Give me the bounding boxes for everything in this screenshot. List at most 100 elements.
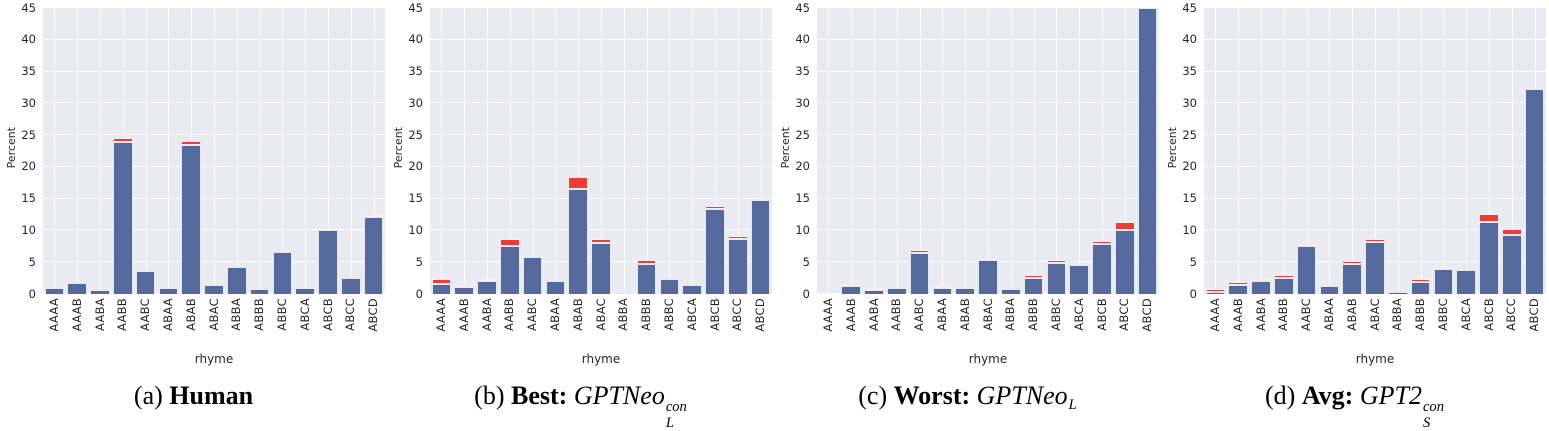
- bar-aaab: [67, 8, 87, 294]
- y-tick-label: 45: [1182, 0, 1197, 15]
- gridline-vertical: [828, 8, 830, 294]
- bar-top-segment: [1228, 281, 1248, 286]
- caption-index: (a): [133, 381, 170, 410]
- y-tick-label: 40: [408, 32, 423, 47]
- y-tick-label: 15: [1182, 191, 1197, 206]
- x-tick-label-abaa: ABAA: [934, 298, 949, 332]
- caption-model-subscript: L: [1068, 397, 1077, 414]
- bar-abaa: [1319, 8, 1340, 294]
- gridline-vertical: [1329, 8, 1331, 294]
- gridline-vertical: [464, 8, 466, 294]
- x-tick-label-abbb: ABBB: [252, 298, 267, 331]
- x-tick-label-abcd: ABCD: [753, 298, 768, 332]
- y-tick-label: 5: [1189, 254, 1197, 269]
- bar-abab: [1342, 8, 1362, 294]
- gridline-vertical: [328, 8, 329, 294]
- bar-primary-segment: [636, 263, 657, 294]
- x-tick-label-aabb: AABB: [115, 298, 130, 332]
- bar-top-segment: [1433, 267, 1454, 270]
- y-tick-label: 0: [415, 286, 423, 301]
- x-tick-label-aabb: AABB: [889, 298, 904, 332]
- gridline-vertical: [168, 8, 170, 294]
- bar-aaab: [841, 8, 861, 294]
- x-tick-label-abab: ABAB: [183, 298, 198, 331]
- bar-abcb: [1092, 8, 1112, 294]
- x-axis-label: rhyme: [1355, 352, 1395, 366]
- bar-primary-segment: [864, 290, 884, 294]
- y-tick-label: 15: [21, 191, 36, 206]
- x-tick-label-abcd: ABCD: [1527, 298, 1542, 332]
- x-tick-label-abcb: ABCB: [707, 298, 722, 331]
- bar-abab: [955, 8, 975, 294]
- bar-abca: [1069, 8, 1089, 294]
- y-tick-label: 25: [1182, 127, 1197, 142]
- x-tick-label-aaaa: AAAA: [1207, 298, 1222, 332]
- y-tick-label: 25: [21, 127, 36, 142]
- bar-aabb: [887, 8, 907, 294]
- x-tick-label-abbb: ABBB: [1413, 298, 1428, 331]
- chart-panel-c: Percent 0 5 10 15 20 25 30 35 40 45 AAAA AAAB AABA AAB…: [774, 0, 1161, 426]
- bar-primary-segment: [113, 141, 133, 294]
- x-tick-label-aaba: AABA: [1253, 298, 1268, 332]
- bar-primary-segment: [1115, 230, 1135, 294]
- gridline-vertical: [1420, 8, 1422, 294]
- x-tick-label-aaab: AAAB: [69, 298, 84, 332]
- gridline-vertical: [214, 8, 215, 294]
- bar-top-segment: [1502, 228, 1522, 235]
- gridline-vertical: [1238, 8, 1240, 294]
- bar-top-segment: [1365, 238, 1385, 242]
- plot-area: [1204, 7, 1546, 294]
- x-tick-label-abbc: ABBC: [1048, 298, 1063, 331]
- caption-label: Best:: [510, 381, 568, 410]
- gridline-vertical: [1511, 8, 1513, 294]
- bar-abcc: [1502, 8, 1522, 294]
- chart-panel-a: Percent 0 5 10 15 20 25 30 35 40 45 AAAA AAAB AABA AAB…: [0, 0, 387, 426]
- bar-primary-segment: [90, 289, 110, 294]
- y-tick-label: 20: [21, 159, 36, 174]
- bar-primary-segment: [1388, 292, 1408, 294]
- bar-primary-segment: [591, 243, 611, 294]
- bar-aabb: [1274, 8, 1294, 294]
- x-tick-label-aabb: AABB: [502, 298, 517, 332]
- bar-abcd: [750, 8, 771, 294]
- y-tick-label: 30: [21, 95, 36, 110]
- caption-model-name: GPT2 con S: [1359, 381, 1444, 431]
- caption-b: (b) Best: GPTNeo con L: [387, 381, 774, 431]
- bar-abbc: [272, 8, 293, 294]
- bar-abac: [978, 8, 998, 294]
- bar-primary-segment: [1319, 286, 1340, 294]
- x-tick-label-abac: ABAC: [1367, 298, 1382, 331]
- gridline-vertical: [1056, 8, 1058, 294]
- bar-abaa: [158, 8, 179, 294]
- gridline-vertical: [1033, 8, 1035, 294]
- bar-aabb: [113, 8, 133, 294]
- bar-abca: [295, 8, 315, 294]
- y-tick-label: 5: [415, 254, 423, 269]
- bar-primary-segment: [841, 285, 861, 294]
- bar-abbb: [636, 8, 657, 294]
- gridline-vertical: [1124, 8, 1126, 294]
- x-tick-label-abba: ABBA: [616, 298, 631, 331]
- caption-index: (d): [1265, 381, 1302, 410]
- plot-area: [430, 7, 772, 294]
- bar-abba: [227, 8, 247, 294]
- caption-model-supsub: con L: [666, 399, 687, 431]
- y-tick-label: 5: [28, 254, 36, 269]
- bar-primary-segment: [659, 279, 680, 294]
- y-tick-label: 20: [1182, 159, 1197, 174]
- y-tick-label: 45: [408, 0, 423, 15]
- bar-top-segment: [864, 288, 884, 291]
- bar-abbb: [1410, 8, 1431, 294]
- gridline-vertical: [1261, 8, 1262, 294]
- bar-abca: [1456, 8, 1476, 294]
- x-tick-label-abcb: ABCB: [320, 298, 335, 331]
- y-tick-label: 30: [408, 95, 423, 110]
- bar-primary-segment: [978, 259, 998, 294]
- x-tick-label-abbc: ABBC: [274, 298, 289, 331]
- y-tick-label: 30: [1182, 95, 1197, 110]
- gridline-horizontal: [43, 7, 385, 8]
- x-tick-label-abba: ABBA: [1003, 298, 1018, 331]
- bar-top-segment: [477, 278, 497, 282]
- bar-aaaa: [819, 8, 839, 294]
- bar-primary-segment: [1046, 262, 1067, 294]
